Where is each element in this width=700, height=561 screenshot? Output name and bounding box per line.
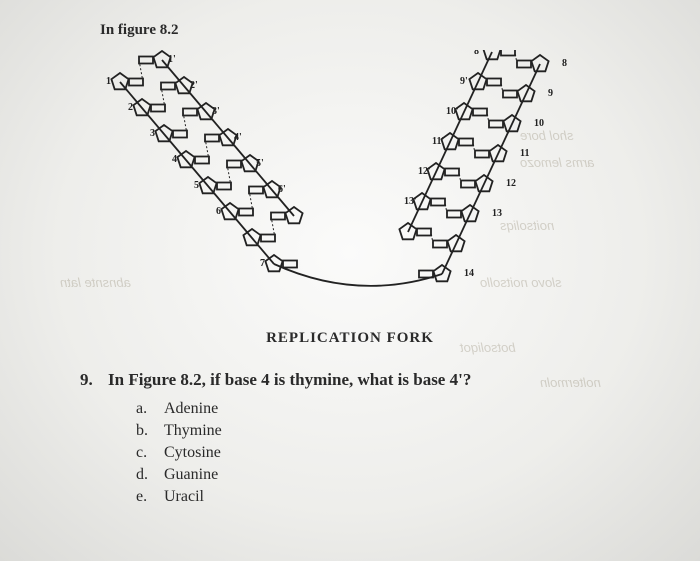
svg-text:12: 12 (506, 178, 516, 189)
svg-text:1': 1' (168, 54, 176, 65)
option-text: Thymine (164, 422, 222, 440)
option-row: c.Cytosine (136, 444, 640, 462)
svg-text:5': 5' (256, 158, 264, 169)
question-9: 9. In Figure 8.2, if base 4 is thymine, … (80, 370, 640, 510)
svg-text:13': 13' (404, 196, 417, 207)
svg-text:12': 12' (418, 166, 431, 177)
question-text: In Figure 8.2, if base 4 is thymine, wha… (108, 370, 471, 390)
svg-text:8: 8 (562, 58, 567, 69)
option-text: Guanine (164, 466, 218, 484)
option-row: b.Thymine (136, 422, 640, 440)
svg-text:5: 5 (194, 180, 199, 191)
svg-text:14: 14 (464, 268, 474, 279)
svg-text:9: 9 (548, 88, 553, 99)
option-text: Cytosine (164, 444, 221, 462)
svg-text:10: 10 (534, 118, 544, 129)
option-letter: a. (136, 400, 164, 418)
dna-diagram: 12345671'2'3'4'5'6'8910111213148'9'10'11… (60, 50, 640, 340)
replication-fork-label: REPLICATION FORK (0, 330, 700, 347)
svg-text:13: 13 (492, 208, 502, 219)
svg-text:4': 4' (234, 132, 242, 143)
svg-text:3: 3 (150, 128, 155, 139)
svg-text:2': 2' (190, 80, 198, 91)
svg-text:11: 11 (520, 148, 529, 159)
svg-text:3': 3' (212, 106, 220, 117)
option-text: Adenine (164, 400, 218, 418)
option-text: Uracil (164, 488, 204, 506)
svg-text:10': 10' (446, 106, 459, 117)
option-letter: d. (136, 466, 164, 484)
svg-text:2: 2 (128, 102, 133, 113)
svg-text:7: 7 (260, 258, 265, 269)
option-letter: e. (136, 488, 164, 506)
svg-text:4: 4 (172, 154, 177, 165)
question-number: 9. (80, 370, 108, 390)
svg-text:1: 1 (106, 76, 111, 87)
figure-title: In figure 8.2 (100, 22, 178, 39)
svg-text:11': 11' (432, 136, 444, 147)
svg-text:6': 6' (278, 184, 286, 195)
svg-text:8': 8' (474, 50, 482, 57)
svg-text:6: 6 (216, 206, 221, 217)
option-letter: c. (136, 444, 164, 462)
option-row: d.Guanine (136, 466, 640, 484)
svg-text:9': 9' (460, 76, 468, 87)
option-letter: b. (136, 422, 164, 440)
option-row: e.Uracil (136, 488, 640, 506)
option-row: a.Adenine (136, 400, 640, 418)
